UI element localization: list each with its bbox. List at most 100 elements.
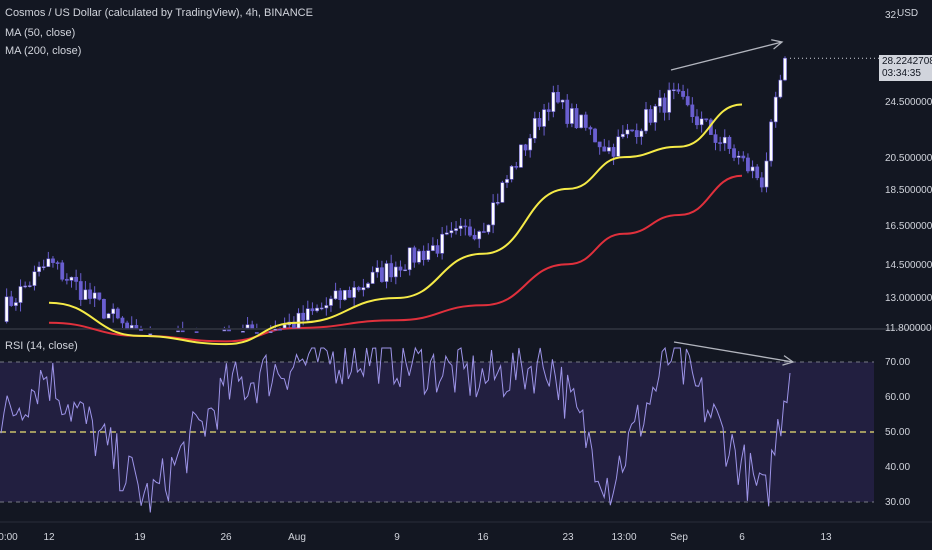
candle-body [241, 330, 245, 333]
candle-body [597, 141, 602, 148]
candle-body [588, 127, 593, 130]
candles [4, 56, 787, 336]
candle-body [620, 133, 625, 138]
candle-body [435, 245, 440, 254]
candle-body [97, 292, 102, 300]
candle-body [773, 96, 778, 123]
candle-body [542, 109, 546, 127]
candle-body [268, 331, 273, 333]
candle-body [722, 136, 727, 144]
candle-body [593, 128, 597, 143]
rsi-legend[interactable]: RSI (14, close) [5, 340, 78, 352]
candle-body [648, 109, 653, 123]
ma200-legend-text: MA (200, close) [5, 45, 82, 57]
candle-body [342, 289, 347, 301]
time-tick-label: 23 [562, 532, 574, 543]
rsi-line [0, 346, 791, 513]
rsi-tick-label: 30.00 [885, 497, 910, 508]
time-tick-label: 13:00 [611, 532, 636, 543]
candle-body [347, 289, 352, 298]
candle-body [329, 298, 333, 306]
candle-body [579, 114, 584, 129]
ma200-path [48, 174, 743, 343]
rsi-tick-label: 40.00 [885, 462, 910, 473]
candle-body [546, 109, 551, 112]
candle-body [111, 308, 116, 314]
time-tick-label: 12 [43, 532, 55, 543]
currency-label[interactable]: USD [897, 8, 919, 19]
candle-body [750, 166, 755, 172]
candle-body [60, 262, 65, 280]
rsi-tick-label: 50.00 [885, 427, 910, 438]
price-tick-label: 13.0000000 [885, 293, 932, 304]
candle-body [227, 329, 231, 332]
candle-body [417, 250, 421, 263]
time-tick-label: Aug [288, 532, 306, 543]
candle-body [681, 91, 685, 97]
candle-body [759, 177, 764, 188]
candle-body [676, 89, 681, 92]
time-tick-label: 0:00 [0, 532, 18, 543]
candle-body [64, 278, 69, 281]
candle-body [88, 289, 92, 299]
bar-countdown: 03:34:35 [882, 68, 921, 79]
ma50-legend-text: MA (50, close) [5, 27, 76, 39]
candle-body [440, 233, 445, 254]
candle-body [148, 333, 153, 336]
candle-body [278, 328, 282, 331]
rsi-axis[interactable]: 70.00 60.00 50.00 40.00 30.00 [885, 357, 910, 508]
candle-body [389, 263, 394, 278]
candle-body [245, 324, 250, 329]
candle-body [361, 287, 366, 291]
candle-body [713, 134, 718, 143]
candle-body [421, 250, 426, 260]
price-trend-arrow-head [771, 39, 784, 50]
candle-body [616, 136, 621, 157]
candle-body [574, 108, 579, 129]
price-tick-label: 24.5000000 [885, 97, 932, 108]
candle-body [444, 232, 449, 235]
candle-body [384, 263, 389, 282]
candle-body [778, 79, 783, 98]
candle-body [250, 324, 255, 329]
ma200-legend[interactable]: MA (200, close) [5, 45, 81, 57]
candle-body [671, 89, 676, 92]
candle-body [472, 234, 477, 240]
chart-title-text: Cosmos / US Dollar (calculated by Tradin… [5, 7, 313, 19]
candle-body [4, 296, 9, 322]
candle-body [398, 266, 403, 271]
rsi-legend-text: RSI (14, close) [5, 340, 78, 352]
candle-body [41, 266, 46, 268]
candle-body [393, 266, 398, 278]
rsi-band [0, 328, 932, 503]
candle-body [407, 247, 412, 271]
candle-body [519, 144, 523, 168]
candle-body [51, 258, 55, 263]
candle-body [537, 118, 542, 127]
candle-body [13, 302, 18, 306]
candle-body [129, 325, 134, 329]
candle-body [727, 136, 732, 149]
candle-body [500, 182, 505, 203]
rsi-trend-arrow-head [782, 355, 795, 366]
candle-body [607, 147, 611, 152]
time-tick-label: Sep [670, 532, 688, 543]
trend-lines [670, 39, 879, 366]
time-axis[interactable]: 0:00 12 19 26 Aug 9 16 23 13:00 Sep 6 13 [0, 521, 932, 543]
candle-body [764, 160, 769, 188]
candle-body [23, 285, 28, 288]
ma50-legend[interactable]: MA (50, close) [5, 27, 75, 39]
price-axis[interactable]: 32. 24.5000000 20.5000000 18.5000000 16.5000… [885, 10, 932, 334]
candle-body [333, 290, 338, 300]
price-tick-label: 20.5000000 [885, 153, 932, 164]
candle-body [380, 267, 384, 282]
candle-body [560, 99, 565, 103]
candle-body [690, 104, 695, 117]
candle-body [32, 271, 37, 286]
candle-body [523, 144, 528, 151]
candle-body [78, 281, 83, 300]
candle-body [106, 313, 111, 319]
time-tick-label: 9 [394, 532, 400, 543]
candle-body [551, 91, 556, 112]
